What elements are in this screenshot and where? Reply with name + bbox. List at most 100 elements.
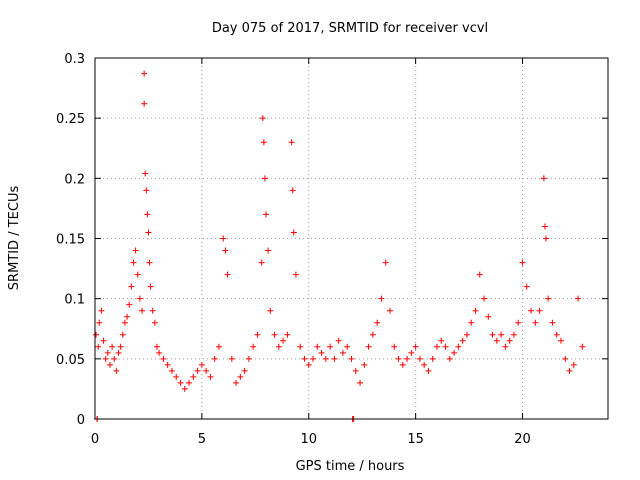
data-point [455, 343, 462, 350]
data-point [408, 349, 415, 356]
data-point [429, 355, 436, 362]
data-point [395, 355, 402, 362]
data-point [485, 313, 492, 320]
data-point [134, 271, 141, 278]
data-point [290, 229, 297, 236]
data-point [498, 331, 505, 338]
data-point [142, 170, 149, 177]
data-point [111, 355, 118, 362]
data-point [275, 343, 282, 350]
data-point [104, 349, 111, 356]
data-point [541, 223, 548, 230]
chart-title: Day 075 of 2017, SRMTID for receiver vcv… [212, 21, 488, 36]
data-point [553, 331, 560, 338]
data-point [222, 247, 229, 254]
data-point [562, 355, 569, 362]
data-point [310, 355, 317, 362]
data-point [425, 367, 432, 374]
data-point [267, 307, 274, 314]
data-point [147, 283, 154, 290]
data-point [177, 379, 184, 386]
data-point [344, 343, 351, 350]
data-point [352, 367, 359, 374]
data-point [575, 295, 582, 302]
data-point [322, 355, 329, 362]
data-point [463, 331, 470, 338]
data-point [241, 367, 248, 374]
data-point [156, 349, 163, 356]
data-point [263, 211, 269, 218]
data-point [186, 379, 193, 386]
data-point [245, 355, 252, 362]
data-point [297, 343, 304, 350]
data-point [160, 355, 167, 362]
data-point [434, 343, 440, 350]
data-point [288, 139, 295, 146]
data-point [506, 337, 513, 344]
data-point [327, 343, 334, 350]
data-point [198, 361, 205, 368]
data-point [124, 313, 131, 320]
data-point [211, 355, 218, 362]
data-point [528, 307, 535, 314]
data-point [261, 175, 268, 182]
data-point [93, 331, 100, 338]
x-axis-ticks: 0 5 10 15 20 [91, 58, 531, 447]
data-point [391, 343, 398, 350]
data-point [421, 361, 428, 368]
y-tick-label: 0.3 [64, 52, 85, 67]
data-point [459, 337, 466, 344]
data-point [181, 385, 188, 392]
y-axis-ticks: 0 0.05 0.1 0.15 0.2 0.25 0.3 [56, 52, 608, 428]
data-point [472, 307, 479, 314]
data-point [233, 379, 240, 386]
data-point [254, 331, 261, 338]
data-point [250, 343, 257, 350]
data-point [442, 343, 449, 350]
data-point [109, 343, 116, 350]
data-point [365, 343, 372, 350]
y-tick-label: 0.15 [56, 233, 85, 248]
data-point [151, 319, 158, 326]
data-point [549, 319, 556, 326]
data-point [502, 343, 509, 350]
data-point [536, 307, 543, 314]
data-point [468, 319, 475, 326]
data-point [102, 355, 109, 362]
data-point [369, 331, 376, 338]
grid-lines [95, 58, 608, 419]
data-point [141, 100, 148, 107]
y-tick-label: 0.1 [64, 293, 85, 308]
data-points [93, 70, 586, 422]
x-tick-label: 20 [514, 432, 531, 447]
data-point [136, 295, 143, 302]
y-tick-label: 0 [77, 413, 85, 428]
data-point [543, 235, 550, 242]
data-point [141, 70, 148, 77]
data-point [305, 361, 312, 368]
data-point [215, 343, 222, 350]
data-point [339, 349, 346, 356]
data-point [153, 343, 160, 350]
data-point [515, 319, 522, 326]
data-point [168, 367, 175, 374]
y-tick-label: 0.2 [64, 172, 85, 187]
data-point [224, 271, 231, 278]
data-point [489, 331, 496, 338]
data-point [510, 331, 517, 338]
data-point [289, 187, 296, 194]
data-point [146, 259, 153, 266]
data-point [481, 295, 488, 302]
data-point [519, 259, 526, 266]
data-point [446, 355, 453, 362]
y-axis-label: SRMTID / TECUs [7, 186, 22, 291]
data-point [378, 295, 385, 302]
data-point [532, 319, 539, 326]
x-tick-label: 0 [91, 432, 99, 447]
data-point [113, 367, 120, 374]
data-point [106, 361, 113, 368]
data-point [412, 343, 419, 350]
data-point [404, 355, 411, 362]
x-tick-label: 10 [300, 432, 317, 447]
